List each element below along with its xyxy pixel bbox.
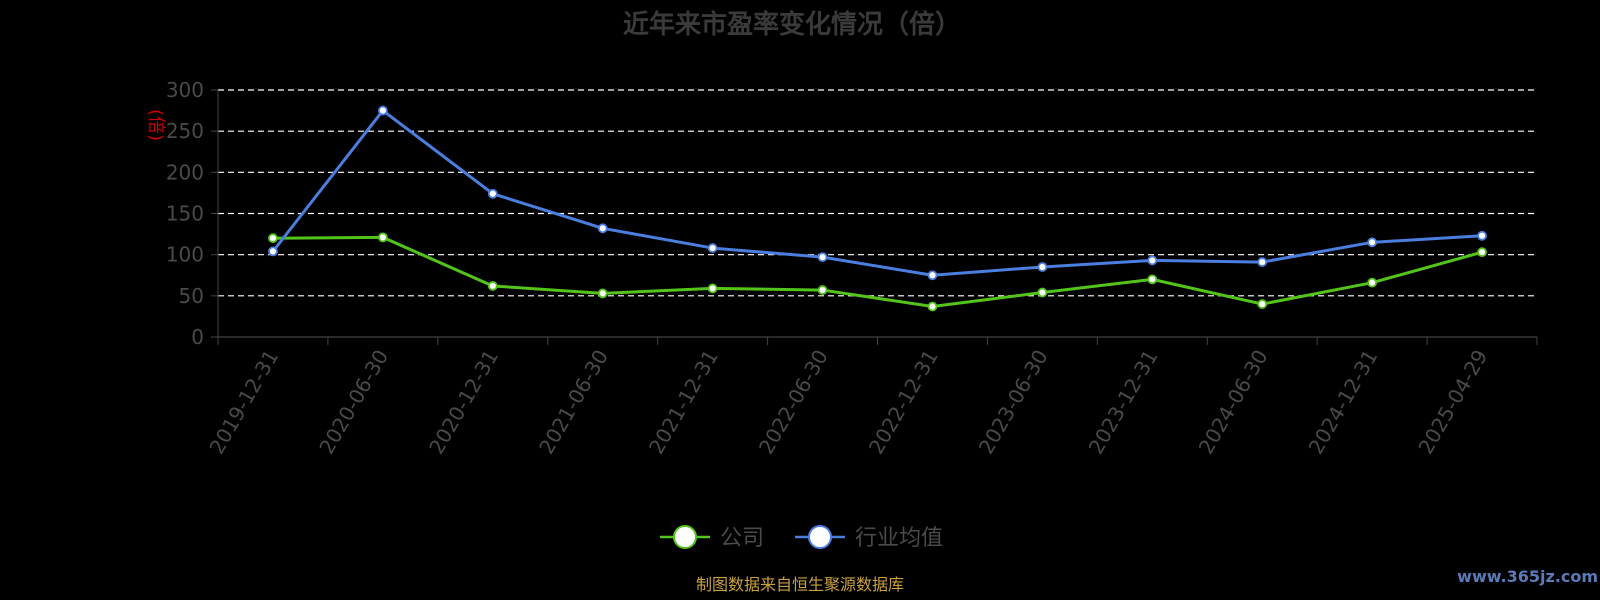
x-tick-label-10: 2024-12-31 (1304, 346, 1383, 459)
series-0-point-6 (927, 301, 938, 312)
series-1-point-5 (817, 252, 828, 263)
x-axis: 2019-12-31 2020-06-30 2020-12-31 2021-06-30… (204, 336, 1538, 459)
y-tick-label-1: 50 (179, 284, 204, 308)
x-tick-label-8: 2023-12-31 (1084, 346, 1163, 459)
series-1-point-3 (597, 223, 608, 234)
x-tick-label-11: 2025-04-29 (1413, 346, 1492, 459)
series-1-point-9 (1257, 257, 1268, 267)
x-tick-label-5: 2022-06-30 (754, 346, 833, 459)
series-0-point-11 (1477, 247, 1487, 258)
series-line-0 (272, 235, 1483, 309)
legend-label-1: 行业均值 (855, 526, 943, 551)
series-1-point-0 (268, 246, 278, 257)
series-1-point-2 (487, 188, 498, 199)
y-axis-ticks: 0 50 100 150 200 250 300 (166, 78, 219, 349)
series-0-point-10 (1367, 277, 1378, 288)
x-tick-label-4: 2021-12-31 (644, 346, 723, 459)
series-1-point-8 (1147, 255, 1158, 266)
x-tick-label-0: 2019-12-31 (204, 346, 283, 459)
legend: 公司 行业均值 (660, 525, 943, 551)
y-tick-label-3: 150 (166, 202, 204, 226)
y-tick-label-2: 100 (166, 243, 204, 267)
y-tick-label-5: 250 (166, 119, 204, 143)
y-axis-label: (倍) (145, 109, 166, 141)
x-tick-label-2: 2020-12-31 (424, 345, 503, 458)
x-tick-label-1: 2020-06-30 (314, 346, 393, 459)
legend-label-0: 公司 (720, 526, 764, 551)
legend-marker-1 (808, 525, 832, 549)
series-0-point-4 (707, 283, 718, 294)
series-1-point-6 (927, 270, 938, 281)
series-0-point-7 (1037, 287, 1048, 298)
series-0-point-8 (1147, 274, 1158, 285)
y-tick-label-6: 300 (166, 78, 204, 102)
series-1-point-1 (377, 105, 388, 116)
legend-marker-0 (673, 525, 697, 549)
series-0-point-5 (817, 285, 828, 295)
x-tick-label-6: 2022-12-31 (864, 345, 943, 458)
series-1-point-7 (1037, 262, 1048, 272)
x-tick-label-3: 2021-06-30 (534, 346, 613, 459)
watermark: www.365jz.com (1457, 567, 1598, 586)
series-0-point-3 (597, 288, 608, 299)
chart-title: 近年来市盈率变化情况（倍） (623, 9, 961, 40)
data-source-note: 制图数据来自恒生聚源数据库 (696, 575, 904, 594)
x-tick-label-7: 2023-06-30 (974, 346, 1053, 459)
series-0-point-1 (377, 232, 388, 243)
series-1-point-4 (707, 243, 718, 253)
series-line-1 (271, 109, 1483, 277)
series-lines (268, 105, 1487, 312)
series-0-point-9 (1257, 299, 1268, 309)
series-1-point-10 (1367, 237, 1378, 248)
x-tick-label-9: 2024-06-30 (1194, 346, 1273, 459)
y-tick-label-0: 0 (191, 325, 204, 349)
series-0-point-0 (268, 233, 278, 244)
series-0-point-2 (487, 281, 498, 291)
y-tick-label-4: 200 (166, 160, 204, 184)
series-1-point-11 (1477, 230, 1487, 241)
